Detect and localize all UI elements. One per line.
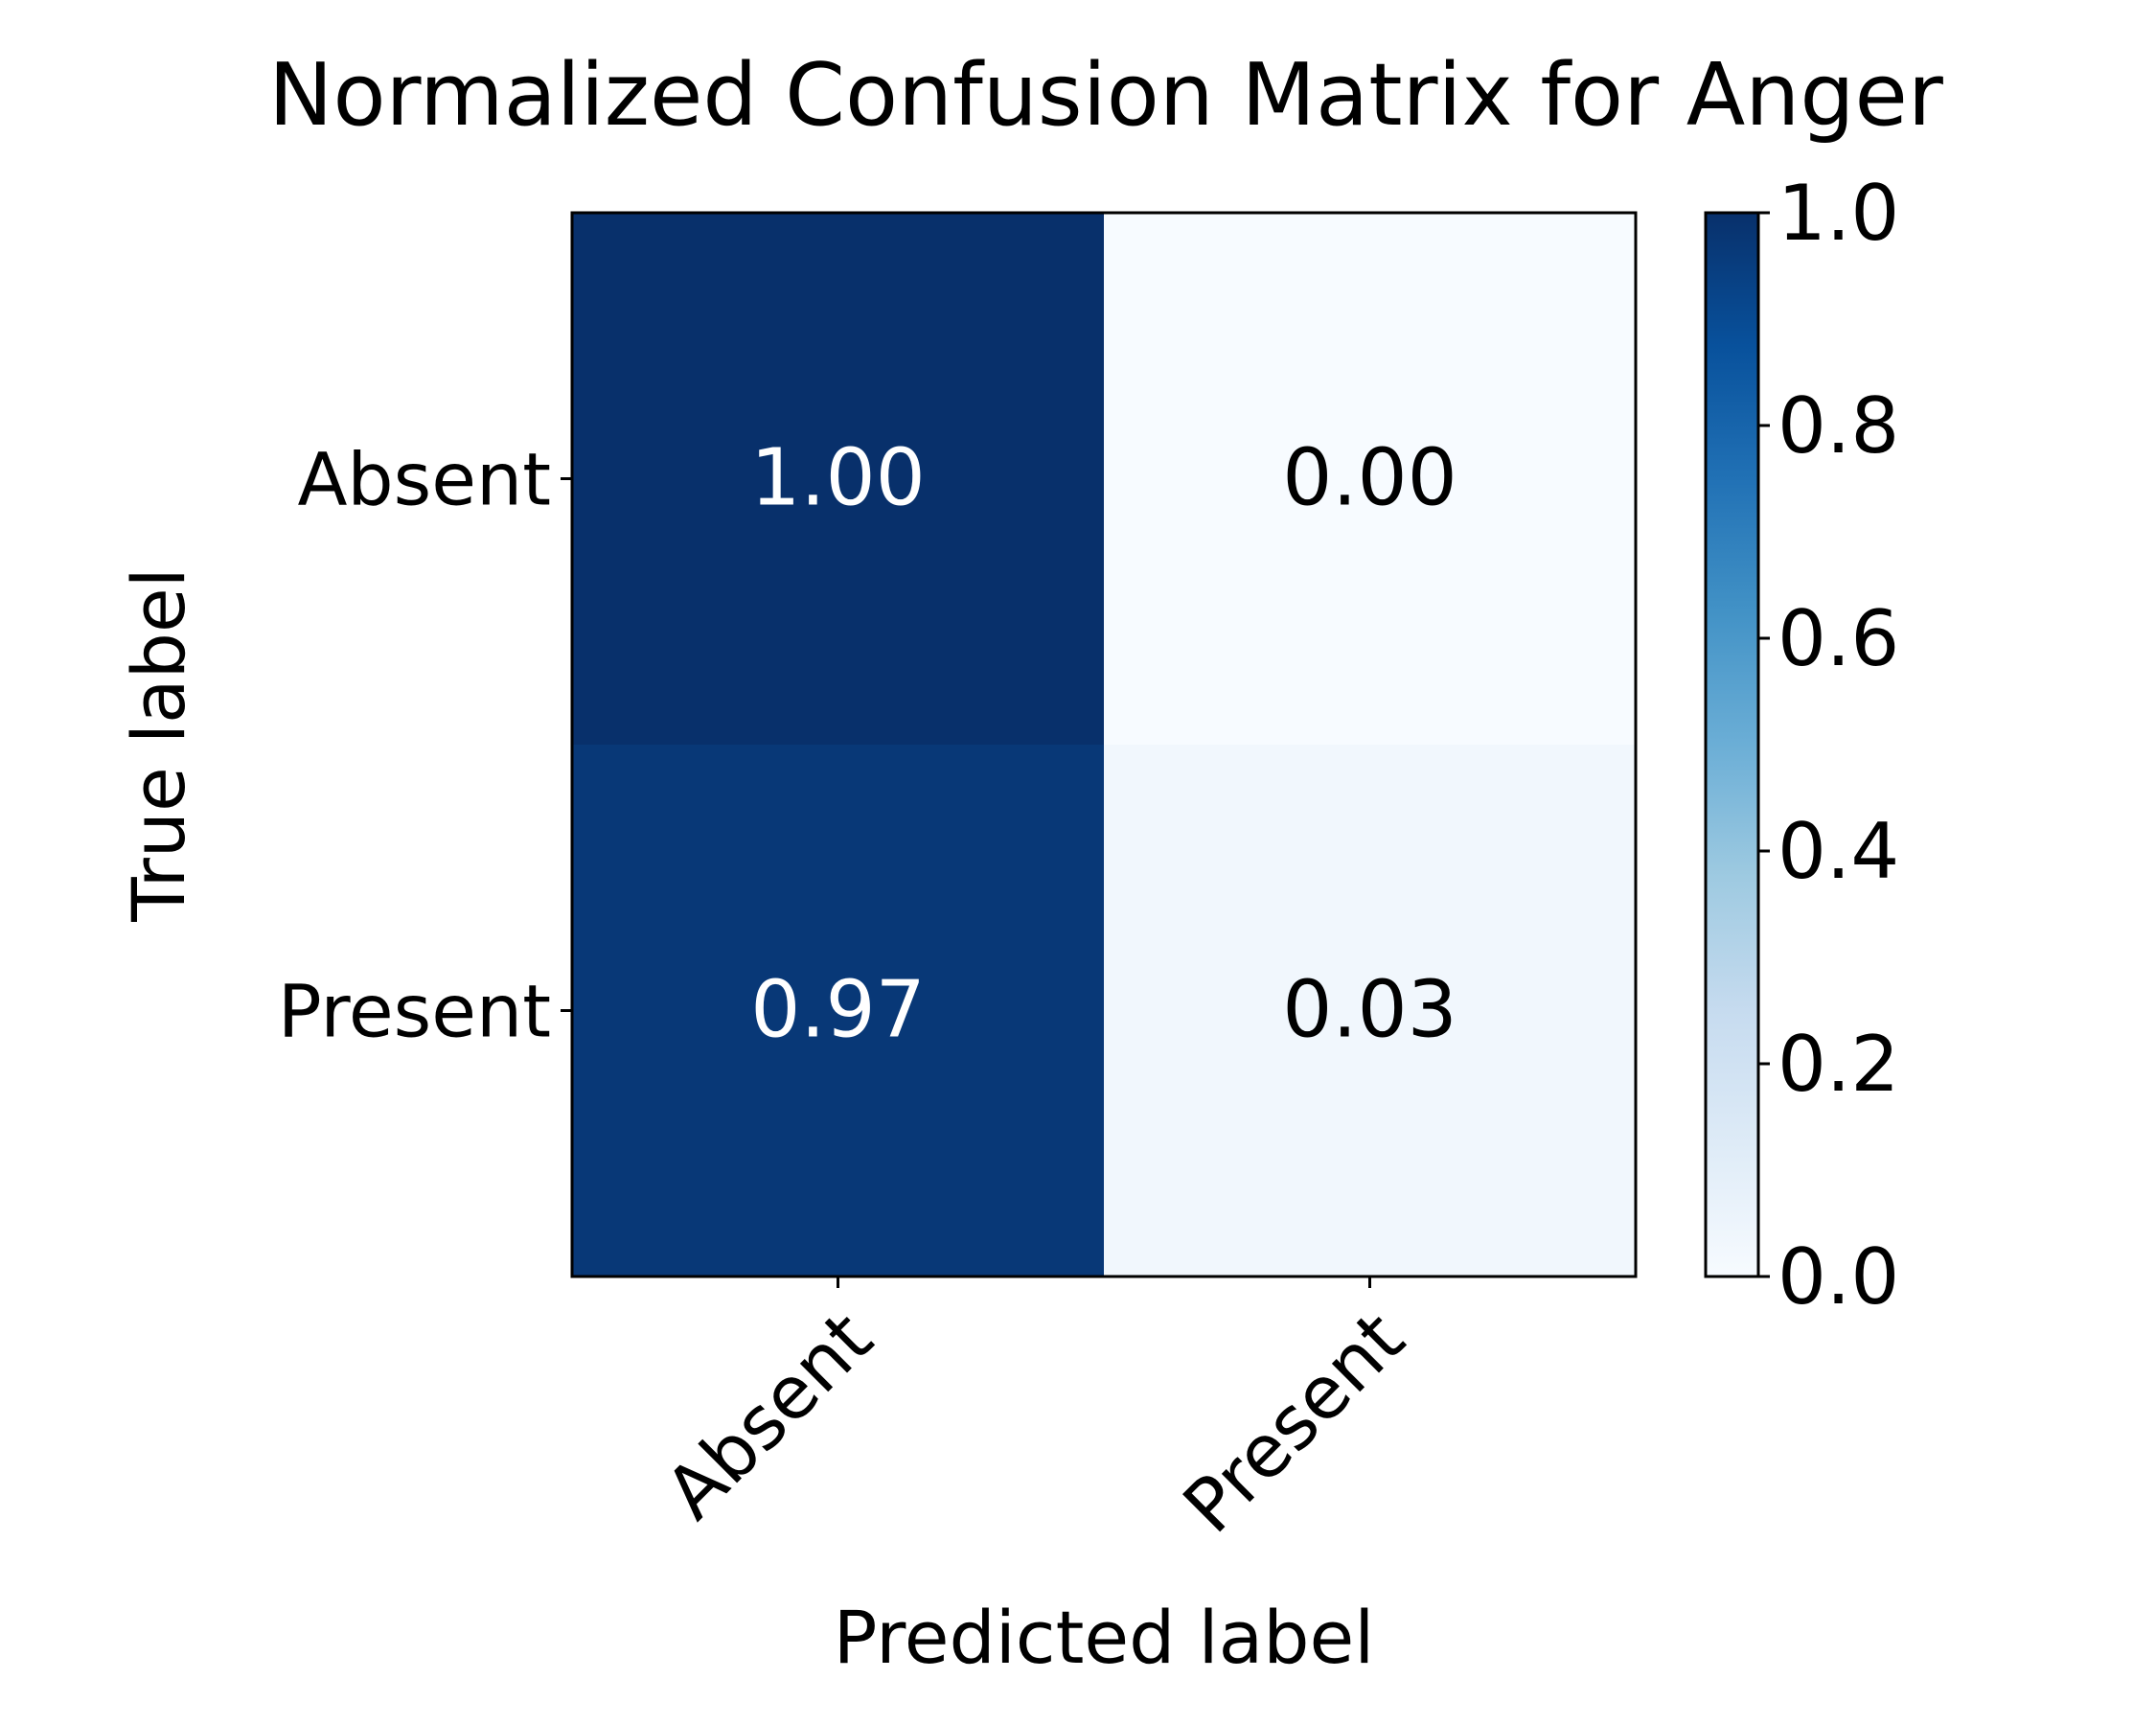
colorbar-tick-label: 0.0 — [1778, 1232, 1899, 1322]
colorbar-tick-label: 0.4 — [1778, 807, 1899, 896]
y-tick-label: Present — [278, 969, 551, 1054]
y-axis-ticks: Absent Present — [278, 437, 572, 1054]
cell-value-label: 1.00 — [750, 433, 926, 524]
colorbar-ticks: 0.0 0.2 0.4 0.6 0.8 1.0 — [1758, 169, 1899, 1322]
colorbar — [1704, 211, 1760, 1278]
x-axis-label: Predicted label — [834, 1595, 1375, 1680]
plot-frame — [570, 211, 1638, 1278]
y-tick-label: Absent — [297, 437, 551, 522]
colorbar-tick-label: 0.8 — [1778, 381, 1899, 471]
x-tick-label: Absent — [649, 1296, 888, 1535]
heatmap-cells — [572, 213, 1637, 1277]
x-tick-label: Present — [1167, 1296, 1421, 1550]
colorbar-tick-label: 0.2 — [1778, 1020, 1899, 1109]
cell-value-label: 0.97 — [750, 965, 926, 1056]
heatmap-cell — [1104, 745, 1637, 1277]
y-axis-label: True label — [116, 567, 201, 922]
cell-value-label: 0.03 — [1282, 965, 1457, 1056]
chart-title: Normalized Confusion Matrix for Anger — [268, 45, 1943, 146]
cell-value-label: 0.00 — [1282, 433, 1457, 524]
colorbar-tick-label: 0.6 — [1778, 594, 1899, 683]
heatmap-value-labels: 1.00 0.00 0.97 0.03 — [750, 433, 1457, 1056]
heatmap-cell — [572, 213, 1105, 746]
heatmap-cell — [1104, 213, 1637, 746]
x-axis-ticks: Absent Present — [649, 1276, 1420, 1549]
colorbar-tick-label: 1.0 — [1778, 169, 1899, 258]
heatmap-cell — [572, 745, 1105, 1277]
